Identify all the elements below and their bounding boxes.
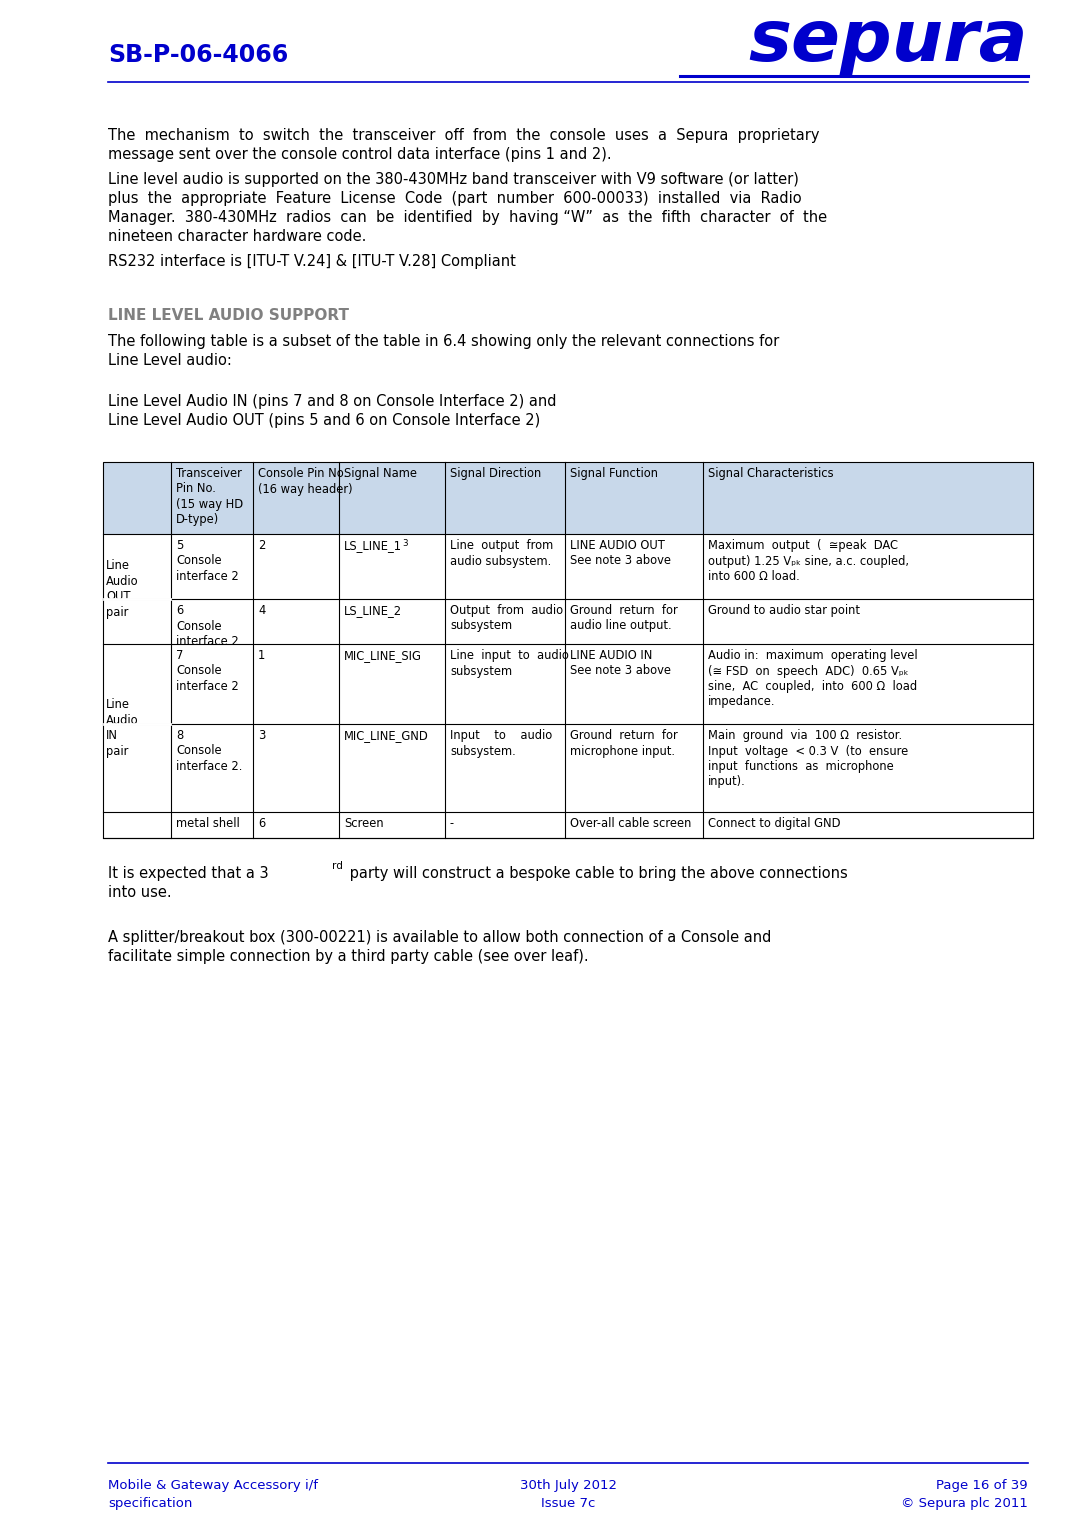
Text: Signal Direction: Signal Direction [451,467,542,480]
Text: Main  ground  via  100 Ω  resistor.
Input  voltage  < 0.3 V  (to  ensure
input  : Main ground via 100 Ω resistor. Input vo… [708,729,909,789]
Text: Signal Name: Signal Name [344,467,417,480]
Text: 3: 3 [258,729,265,741]
Text: plus  the  appropriate  Feature  License  Code  (part  number  600-00033)  insta: plus the appropriate Feature License Cod… [108,192,801,205]
Text: Line Level Audio IN (pins 7 and 8 on Console Interface 2) and: Line Level Audio IN (pins 7 and 8 on Con… [108,394,557,409]
Text: Line Level audio:: Line Level audio: [108,352,232,368]
Text: Signal Function: Signal Function [570,467,658,480]
Text: Console Pin No.
(16 way header): Console Pin No. (16 way header) [258,467,353,495]
Text: 4: 4 [258,604,265,617]
Text: 1: 1 [258,650,265,662]
Text: Line
Audio
OUT
pair: Line Audio OUT pair [106,559,139,619]
Text: LINE AUDIO OUT
See note 3 above: LINE AUDIO OUT See note 3 above [570,539,671,567]
Text: RS232 interface is [ITU-T V.24] & [ITU-T V.28] Compliant: RS232 interface is [ITU-T V.24] & [ITU-T… [108,254,516,270]
Text: 2: 2 [258,539,265,552]
Text: metal shell: metal shell [177,817,239,830]
Text: Ground  return  for
microphone input.: Ground return for microphone input. [570,729,678,757]
Text: Line  output  from
audio subsystem.: Line output from audio subsystem. [451,539,553,567]
Text: -: - [451,817,454,830]
Text: Line  input  to  audio
subsystem: Line input to audio subsystem [451,650,569,677]
Text: 6: 6 [258,817,265,830]
Text: facilitate simple connection by a third party cable (see over leaf).: facilitate simple connection by a third … [108,948,589,964]
Text: specification: specification [108,1497,193,1511]
Text: LS_LINE_1: LS_LINE_1 [344,539,402,552]
Text: 8
Console
interface 2.: 8 Console interface 2. [177,729,243,774]
Text: 6
Console
interface 2: 6 Console interface 2 [177,604,238,648]
Text: Transceiver
Pin No.
(15 way HD
D-type): Transceiver Pin No. (15 way HD D-type) [177,467,243,527]
Text: Input    to    audio
subsystem.: Input to audio subsystem. [451,729,552,757]
Text: © Sepura plc 2011: © Sepura plc 2011 [901,1497,1028,1511]
Text: Issue 7c: Issue 7c [540,1497,596,1511]
Bar [103,643,1033,725]
Text: 3: 3 [402,539,407,548]
Text: The following table is a subset of the table in 6.4 showing only the relevant co: The following table is a subset of the t… [108,334,780,349]
Text: Output  from  audio
subsystem: Output from audio subsystem [451,604,563,633]
Text: MIC_LINE_SIG: MIC_LINE_SIG [344,650,422,662]
Bar [103,599,1033,643]
Bar [103,725,1033,812]
Bar [103,535,1033,599]
Bar [103,812,1033,838]
Text: SB-P-06-4066: SB-P-06-4066 [108,43,288,67]
Text: Audio in:  maximum  operating level
(≅ FSD  on  speech  ADC)  0.65 Vₚₖ
sine,  AC: Audio in: maximum operating level (≅ FSD… [708,650,917,708]
Text: nineteen character hardware code.: nineteen character hardware code. [108,228,366,244]
Text: Page 16 of 39: Page 16 of 39 [937,1478,1028,1492]
Text: into use.: into use. [108,885,171,899]
Text: Connect to digital GND: Connect to digital GND [708,817,840,830]
Text: Mobile & Gateway Accessory i/f: Mobile & Gateway Accessory i/f [108,1478,318,1492]
Text: Ground to audio star point: Ground to audio star point [708,604,860,617]
Text: Ground  return  for
audio line output.: Ground return for audio line output. [570,604,678,633]
Text: Line
Audio
IN
pair: Line Audio IN pair [106,699,139,758]
Text: Maximum  output  (  ≅peak  DAC
output) 1.25 Vₚₖ sine, a.c. coupled,
into 600 Ω l: Maximum output ( ≅peak DAC output) 1.25 … [708,539,909,584]
Text: A splitter/breakout box (300-00221) is available to allow both connection of a C: A splitter/breakout box (300-00221) is a… [108,930,771,945]
Text: 5
Console
interface 2: 5 Console interface 2 [177,539,238,584]
Text: Line Level Audio OUT (pins 5 and 6 on Console Interface 2): Line Level Audio OUT (pins 5 and 6 on Co… [108,414,540,427]
Text: 7
Console
interface 2: 7 Console interface 2 [177,650,238,692]
Text: The  mechanism  to  switch  the  transceiver  off  from  the  console  uses  a  : The mechanism to switch the transceiver … [108,129,820,142]
Text: 30th July 2012: 30th July 2012 [520,1478,616,1492]
Text: LS_LINE_2: LS_LINE_2 [344,604,402,617]
Text: It is expected that a 3: It is expected that a 3 [108,866,269,881]
Text: message sent over the console control data interface (pins 1 and 2).: message sent over the console control da… [108,147,612,162]
Text: Over-all cable screen: Over-all cable screen [570,817,691,830]
Text: Screen: Screen [344,817,383,830]
Bar [103,463,1033,535]
Text: party will construct a bespoke cable to bring the above connections: party will construct a bespoke cable to … [345,866,848,881]
Text: sepura: sepura [748,8,1028,77]
Bar [103,463,1033,838]
Text: LINE AUDIO IN
See note 3 above: LINE AUDIO IN See note 3 above [570,650,671,677]
Text: Signal Characteristics: Signal Characteristics [708,467,834,480]
Text: Line level audio is supported on the 380-430MHz band transceiver with V9 softwar: Line level audio is supported on the 380… [108,172,799,187]
Text: rd: rd [332,861,343,872]
Text: LINE LEVEL AUDIO SUPPORT: LINE LEVEL AUDIO SUPPORT [108,308,349,323]
Text: Manager.  380-430MHz  radios  can  be  identified  by  having “W”  as  the  fift: Manager. 380-430MHz radios can be identi… [108,210,827,225]
Text: MIC_LINE_GND: MIC_LINE_GND [344,729,429,741]
